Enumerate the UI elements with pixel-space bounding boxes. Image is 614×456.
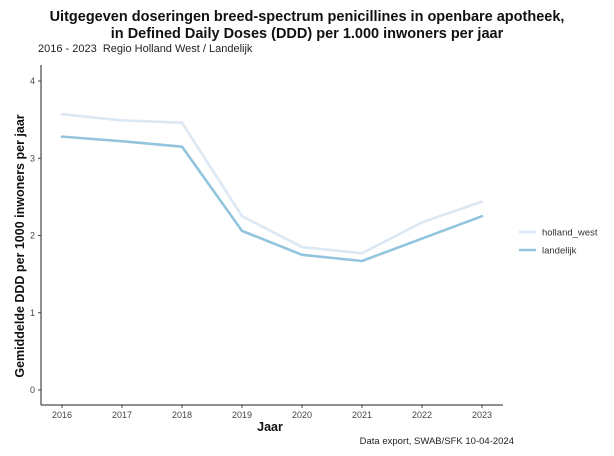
y-axis-title: Gemiddelde DDD per 1000 inwoners per jaa… bbox=[13, 114, 27, 377]
series-line-landelijk bbox=[60, 135, 484, 263]
x-tick-label: 2022 bbox=[412, 410, 432, 420]
legend: holland_west landelijk bbox=[519, 228, 598, 257]
chart-subtitle: 2016 - 2023 Regio Holland West / Landeli… bbox=[38, 43, 253, 55]
x-tick-label: 2016 bbox=[52, 410, 72, 420]
x-tick-label: 2019 bbox=[232, 410, 252, 420]
x-tick-label: 2023 bbox=[472, 410, 492, 420]
series-line-holland-west bbox=[60, 112, 484, 255]
y-tick-label: 1 bbox=[30, 308, 35, 318]
series-layer bbox=[60, 112, 484, 263]
chart-title-line-1: Uitgegeven doseringen breed-spectrum pen… bbox=[49, 9, 565, 25]
y-tick-label: 0 bbox=[30, 385, 35, 395]
x-tick-label: 2021 bbox=[352, 410, 372, 420]
legend-label-landelijk: landelijk bbox=[542, 246, 577, 257]
chart-title: Uitgegeven doseringen breed-spectrum pen… bbox=[0, 9, 614, 43]
legend-label-holland-west: holland_west bbox=[542, 228, 598, 239]
y-tick-label: 4 bbox=[30, 76, 35, 86]
x-tick-label: 2020 bbox=[292, 410, 312, 420]
axes: 0 1 2 3 4 2016 2017 2018 2019 2020 2021 2022 2023 bbox=[30, 65, 503, 420]
x-tick-label: 2018 bbox=[172, 410, 192, 420]
x-tick-label: 2017 bbox=[112, 410, 132, 420]
y-tick-label: 3 bbox=[30, 153, 35, 163]
x-axis-title: Jaar bbox=[257, 420, 283, 434]
y-tick-label: 2 bbox=[30, 231, 35, 241]
chart-title-line-2: in Defined Daily Doses (DDD) per 1.000 i… bbox=[110, 26, 504, 42]
data-source-caption: Data export, SWAB/SFK 10-04-2024 bbox=[359, 436, 514, 447]
